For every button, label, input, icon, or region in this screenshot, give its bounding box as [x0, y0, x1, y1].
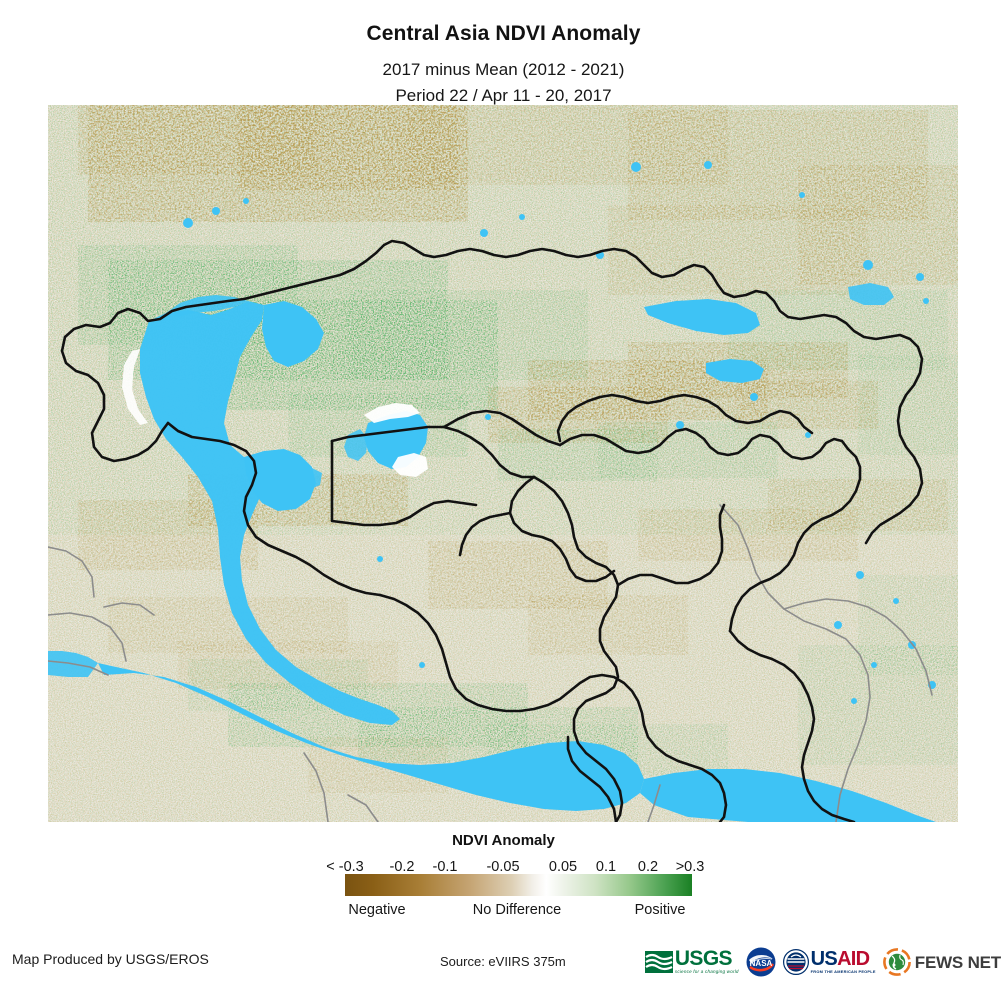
usgs-wave-icon: [644, 951, 673, 973]
legend-tick: -0.05: [486, 859, 520, 875]
usgs-tagline: science for a changing world: [674, 968, 739, 974]
legend-tick: -0.2: [389, 859, 415, 875]
fews-net-wordmark: FEWS NET: [914, 952, 1001, 972]
page-title: Central Asia NDVI Anomaly: [366, 22, 641, 45]
usgs-wordmark: USGS: [674, 946, 733, 970]
footer: Map Produced by USGS/EROS Source: eVIIRS…: [0, 947, 1007, 984]
page-subtitle-period-range: 2017 minus Mean (2012 - 2021): [382, 60, 625, 79]
ndvi-anomaly-raster: [48, 105, 958, 822]
legend-tick: -0.1: [432, 859, 458, 875]
title-block: Central Asia NDVI Anomaly 2017 minus Mea…: [0, 0, 1007, 104]
logo-bar: USGS science for a changing world NASA: [644, 940, 1001, 984]
legend-title: NDVI Anomaly: [452, 832, 555, 849]
svg-text:NASA: NASA: [749, 959, 772, 968]
map-credit: Map Produced by USGS/EROS: [12, 951, 209, 967]
nodata-area: [122, 349, 428, 477]
nasa-meatball-icon: NASA: [746, 947, 776, 977]
usaid-seal-icon: [782, 949, 809, 975]
fews-net-logo: FEWS NET: [882, 945, 1001, 979]
usaid-us-text: US: [810, 948, 838, 971]
usaid-wordmark: USAID: [810, 948, 876, 971]
usgs-logo: USGS science for a changing world: [644, 945, 739, 979]
legend-tick-labels: < -0.3 -0.2 -0.1 -0.05 0.05 0.1 0.2 >0.3: [0, 860, 1007, 880]
legend: NDVI Anomaly < -0.3 -0.2 -0.1 -0.05 0.05…: [0, 830, 1007, 880]
legend-tick: < -0.3: [326, 859, 364, 875]
secondary-borders: [48, 504, 933, 822]
map-canvas[interactable]: [48, 105, 958, 822]
usaid-tagline: FROM THE AMERICAN PEOPLE: [810, 968, 876, 974]
legend-category-no-difference: No Difference: [472, 902, 562, 918]
nasa-logo: NASA: [746, 945, 776, 979]
legend-tick: 0.05: [548, 859, 578, 875]
usaid-logo: USAID FROM THE AMERICAN PEOPLE: [782, 945, 876, 979]
legend-category-positive: Positive: [634, 902, 686, 918]
legend-category-labels: Negative No Difference Positive: [0, 903, 1007, 923]
usaid-aid-text: AID: [837, 948, 870, 971]
legend-tick: 0.1: [595, 859, 617, 875]
country-borders: [60, 239, 924, 822]
legend-category-negative: Negative: [348, 902, 406, 918]
legend-tick: 0.2: [637, 859, 659, 875]
legend-color-ramp: [345, 874, 692, 896]
fews-net-globe-icon: [882, 948, 911, 976]
data-source: Source: eVIIRS 375m: [440, 954, 566, 969]
legend-tick: >0.3: [675, 859, 705, 875]
page-subtitle-period-dates: Period 22 / Apr 11 - 20, 2017: [395, 86, 612, 105]
